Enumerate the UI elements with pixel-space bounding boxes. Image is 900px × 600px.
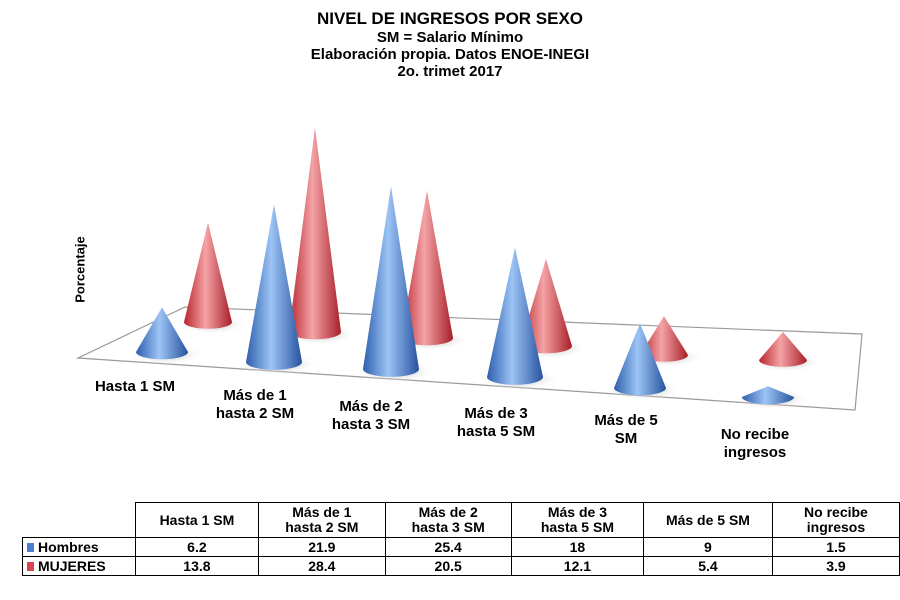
cone-chart: [75, 127, 863, 411]
table-cell: 12.1: [510, 556, 644, 576]
cone-hombres-0: [128, 307, 204, 365]
table-row: Hombres 6.2 21.9 25.4 18 9 1.5: [22, 537, 900, 557]
cone-hombres-2: [354, 186, 436, 383]
cone-mujeres-1: [281, 127, 357, 345]
chart-title: NIVEL DE INGRESOS POR SEXO: [316, 9, 584, 28]
category-label: Hasta 1 SM: [94, 378, 176, 395]
category-label: Más de 1 hasta 2 SM: [215, 387, 295, 422]
table-header: Más de 5 SM: [642, 502, 773, 538]
table-cell: 21.9: [258, 537, 386, 557]
category-label: Más de 3 hasta 5 SM: [456, 405, 536, 440]
cone-mujeres-0: [177, 222, 247, 335]
data-table: Hasta 1 SM Más de 1 hasta 2 SM Más de 2 hast…: [22, 502, 900, 576]
legend-key-icon: [27, 562, 34, 572]
table-header: No recibe ingresos: [771, 502, 900, 538]
cone-mujeres-5: [752, 331, 822, 373]
legend-entry: MUJERES: [22, 556, 136, 576]
table-cell: 25.4: [384, 537, 512, 557]
cone-hombres-3: [478, 247, 560, 391]
chart-subtitle-1: SM = Salario Mínimo: [376, 29, 524, 46]
table-cell: 1.5: [771, 537, 900, 557]
legend-key-icon: [27, 543, 34, 553]
cone-hombres-1: [237, 204, 319, 376]
chart-subtitle-3: 2o. trimet 2017: [397, 63, 503, 80]
table-header: Hasta 1 SM: [134, 502, 260, 538]
cone-hombres-4: [606, 323, 682, 401]
table-cell: 3.9: [771, 556, 900, 576]
cone-hombres-5: [734, 386, 810, 410]
table-corner: [22, 502, 136, 538]
table-header: Más de 3 hasta 5 SM: [510, 502, 644, 538]
category-label: Más de 2 hasta 3 SM: [331, 398, 411, 433]
table-cell: 28.4: [258, 556, 386, 576]
table-cell: 9: [642, 537, 773, 557]
legend-entry: Hombres: [22, 537, 136, 557]
chart-subtitle-2: Elaboración propia. Datos ENOE-INEGI: [310, 46, 590, 63]
table-header: Más de 2 hasta 3 SM: [384, 502, 512, 538]
table-cell: 13.8: [134, 556, 260, 576]
category-label: Más de 5 SM: [594, 412, 658, 447]
table-cell: 18: [510, 537, 644, 557]
table-cell: 20.5: [384, 556, 512, 576]
table-cell: 5.4: [642, 556, 773, 576]
category-label: No recibe ingresos: [720, 426, 790, 461]
table-header: Más de 1 hasta 2 SM: [258, 502, 386, 538]
table-row: MUJERES 13.8 28.4 20.5 12.1 5.4 3.9: [22, 556, 900, 576]
table-cell: 6.2: [134, 537, 260, 557]
